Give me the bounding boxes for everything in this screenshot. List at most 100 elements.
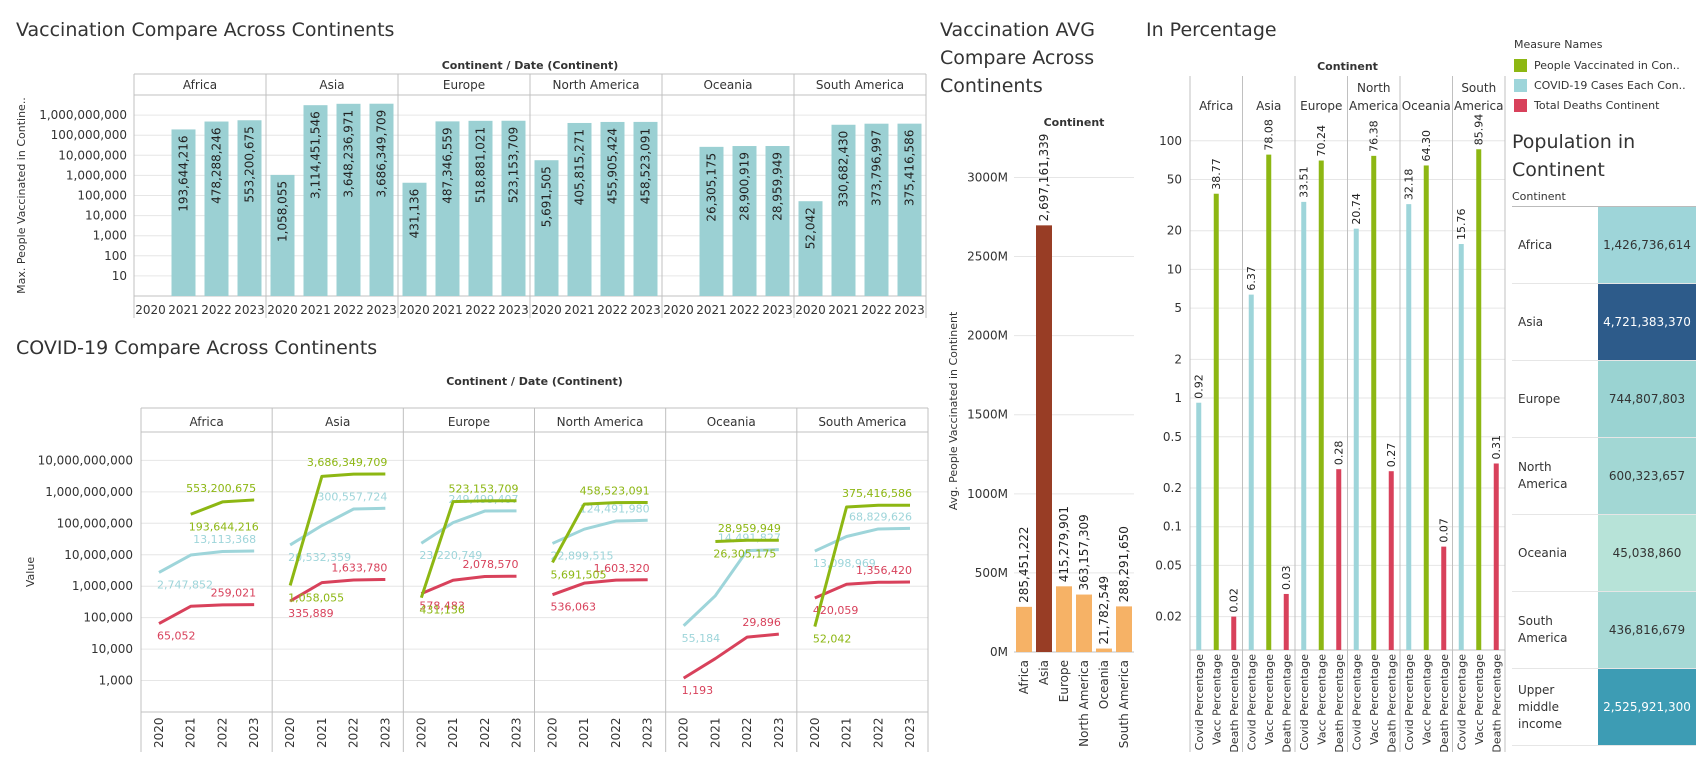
covid-start-label: 20,532,359 (288, 551, 351, 564)
covid-end-label: 13,113,368 (193, 533, 256, 546)
covid-series-line-deaths (420, 574, 517, 596)
pct-bar (1283, 593, 1289, 650)
avg-data-label: 288,291,650 (1117, 526, 1131, 602)
vacc-year-label: 2023 (762, 303, 793, 317)
pct-data-label: 64.30 (1420, 130, 1433, 162)
pct-bar (1406, 204, 1412, 650)
covid-series-line-deaths (289, 577, 386, 603)
pct-measure-label: Covid Percentage (1298, 654, 1311, 751)
covid-ytick-label: 100,000 (83, 611, 133, 625)
avg-data-label: 21,782,549 (1097, 576, 1111, 645)
pct-measure-label: Vacc Percentage (1315, 654, 1328, 745)
covid-panel-label: Oceania (707, 415, 756, 429)
vacc-bar (699, 146, 724, 296)
pct-data-label: 85.94 (1473, 114, 1486, 146)
pct-bar (1231, 616, 1237, 650)
covid-end-label: 2,078,570 (463, 558, 519, 571)
covid-year-label: 2022 (478, 717, 492, 748)
covid-series-line-vacc (813, 503, 911, 627)
covid-series-line-vacc (715, 538, 779, 544)
covid-ytick-label: 1,000,000,000 (45, 485, 133, 499)
population-continent-name: Oceania (1518, 545, 1568, 560)
avg-bar (1036, 225, 1052, 653)
covid-year-label: 2020 (152, 717, 166, 748)
population-row: Upper middle income 2,525,921,300 (1512, 669, 1696, 746)
vacc-year-label: 2020 (663, 303, 694, 317)
vacc-data-label: 28,959,949 (771, 152, 785, 221)
pct-data-label: 78.08 (1263, 119, 1276, 151)
pct-data-label: 0.92 (1193, 374, 1206, 399)
pct-ytick-label: 0.5 (1163, 430, 1182, 444)
covid-panel-label: Africa (189, 415, 223, 429)
vacc-bar (501, 120, 526, 296)
legend-item-deaths[interactable]: Total Deaths Continent (1514, 95, 1686, 115)
vacc-year-label: 2021 (696, 303, 727, 317)
vacc-year-label: 2022 (333, 303, 364, 317)
pct-panel-label: Oceania (1402, 99, 1451, 113)
covid-year-label: 2021 (577, 717, 591, 748)
covid-panel-label: Asia (325, 415, 350, 429)
vacc-panel-label: Africa (183, 78, 217, 92)
legend-item-cases[interactable]: COVID-19 Cases Each Con.. (1514, 75, 1686, 95)
pct-data-label: 0.02 (1228, 588, 1241, 613)
vacc-year-label: 2020 (135, 303, 166, 317)
population-title: Population in Continent (1512, 128, 1696, 184)
pct-data-label: 6.37 (1245, 266, 1258, 291)
pct-panel-label: America (1454, 99, 1504, 113)
avg-category-label: Europe (1057, 660, 1071, 702)
vaccination-chart-title: Vaccination Compare Across Continents (16, 19, 395, 41)
avg-ytick-label: 500M (975, 566, 1008, 580)
vacc-ytick-label: 1,000,000,000 (39, 108, 127, 122)
vacc-bar (468, 120, 493, 296)
vacc-year-label: 2020 (267, 303, 298, 317)
vacc-year-label: 2022 (729, 303, 760, 317)
covid-start-label: 431,136 (419, 604, 465, 617)
population-continent-name: Africa (1518, 237, 1553, 252)
vacc-data-label: 455,905,424 (606, 128, 620, 204)
vacc-bar (765, 146, 790, 296)
vacc-year-label: 2022 (597, 303, 628, 317)
pct-ytick-label: 5 (1174, 301, 1182, 315)
vacc-panel-label: North America (553, 78, 640, 92)
covid-start-label: 52,042 (813, 633, 852, 646)
covid-start-label: 1,193 (682, 684, 714, 697)
pct-panel-label: Asia (1256, 99, 1281, 113)
pct-data-label: 0.28 (1333, 441, 1346, 466)
covid-start-label: 55,184 (682, 632, 721, 645)
population-value-cell: 4,721,383,370 (1598, 284, 1696, 360)
vacc-year-label: 2022 (861, 303, 892, 317)
population-row: Oceania 45,038,860 (1512, 515, 1696, 592)
pct-ytick-label: 100 (1159, 134, 1182, 148)
avg-ytick-label: 2500M (967, 250, 1008, 264)
covid-series-line-vacc (551, 501, 648, 564)
vacc-bar (171, 129, 196, 296)
avg-title-line: Compare Across (940, 47, 1095, 69)
vacc-data-label: 3,648,236,971 (342, 110, 356, 198)
avg-category-label: Asia (1037, 660, 1051, 685)
vacc-data-label: 553,200,675 (243, 126, 257, 202)
legend-swatch-deaths (1514, 98, 1527, 112)
avg-category-label: North America (1077, 660, 1091, 747)
avg-bar (1016, 606, 1032, 652)
vacc-data-label: 373,796,997 (870, 130, 884, 206)
covid-ytick-label: 10,000,000,000 (38, 453, 133, 467)
vacc-year-label: 2023 (498, 303, 529, 317)
vacc-year-label: 2021 (828, 303, 859, 317)
measure-legend: Measure Names People Vaccinated in Con..… (1514, 38, 1686, 115)
vacc-panel-label: Europe (443, 78, 485, 92)
vacc-data-label: 431,136 (408, 189, 422, 239)
avg-ytick-label: 0M (990, 645, 1008, 659)
covid-year-label: 2022 (871, 717, 885, 748)
population-table-body: Africa 1,426,736,614 Asia 4,721,383,370 Euro… (1512, 206, 1696, 746)
pct-measure-label: Vacc Percentage (1420, 654, 1433, 745)
pct-measure-label: Vacc Percentage (1368, 654, 1381, 745)
vacc-ylabel: Max. People Vaccinated in Contine.. (15, 97, 28, 294)
legend-item-vaccinated[interactable]: People Vaccinated in Con.. (1514, 55, 1686, 75)
population-table: Population in Continent Continent Africa… (1512, 128, 1696, 746)
vacc-year-label: 2020 (399, 303, 430, 317)
pct-bar (1336, 469, 1342, 650)
covid-ytick-label: 10,000 (91, 642, 133, 656)
avg-bar (1056, 586, 1072, 652)
vacc-bar (303, 105, 328, 296)
covid-end-label: 1,633,780 (331, 561, 387, 574)
